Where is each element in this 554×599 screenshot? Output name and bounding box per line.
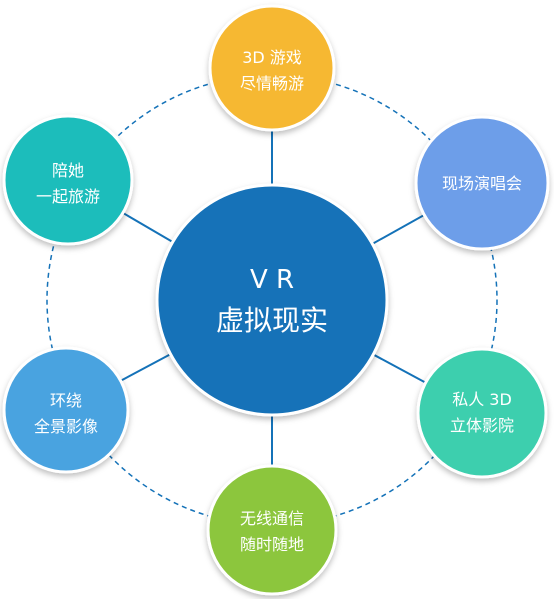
node-concert[interactable]: 现场演唱会 [414,115,550,251]
node-travel[interactable]: 陪她 一起旅游 [2,114,134,246]
node-cinema-line-2: 立体影院 [450,416,514,435]
node-panorama-circle [2,346,130,474]
center-circle [155,183,389,417]
node-cinema[interactable]: 私人 3D 立体影院 [416,347,548,479]
node-anywhere-line-1: 无线通信 [240,509,304,528]
node-concert-line-1: 现场演唱会 [442,174,522,193]
node-panorama-line-2: 全景影像 [34,417,98,436]
node-concert-circle [414,115,550,251]
node-travel-line-2: 一起旅游 [36,187,100,206]
center-title: V R [250,265,294,295]
node-travel-line-1: 陪她 [52,161,84,180]
node-anywhere-line-2: 随时随地 [240,535,304,554]
node-travel-circle [2,114,134,246]
node-games-line-1: 3D 游戏 [242,48,302,67]
center-subtitle: 虚拟现实 [216,304,328,337]
node-games[interactable]: 3D 游戏 尽情畅游 [208,4,336,132]
node-anywhere[interactable]: 无线通信 随时随地 [206,464,338,596]
node-cinema-circle [416,347,548,479]
node-games-line-2: 尽情畅游 [240,74,304,93]
node-panorama-line-1: 环绕 [50,391,82,410]
node-panorama[interactable]: 环绕 全景影像 [2,346,130,474]
center-hub: V R 虚拟现实 [155,183,389,417]
node-anywhere-circle [206,464,338,596]
node-cinema-line-1: 私人 3D [452,390,512,409]
node-games-circle [208,4,336,132]
